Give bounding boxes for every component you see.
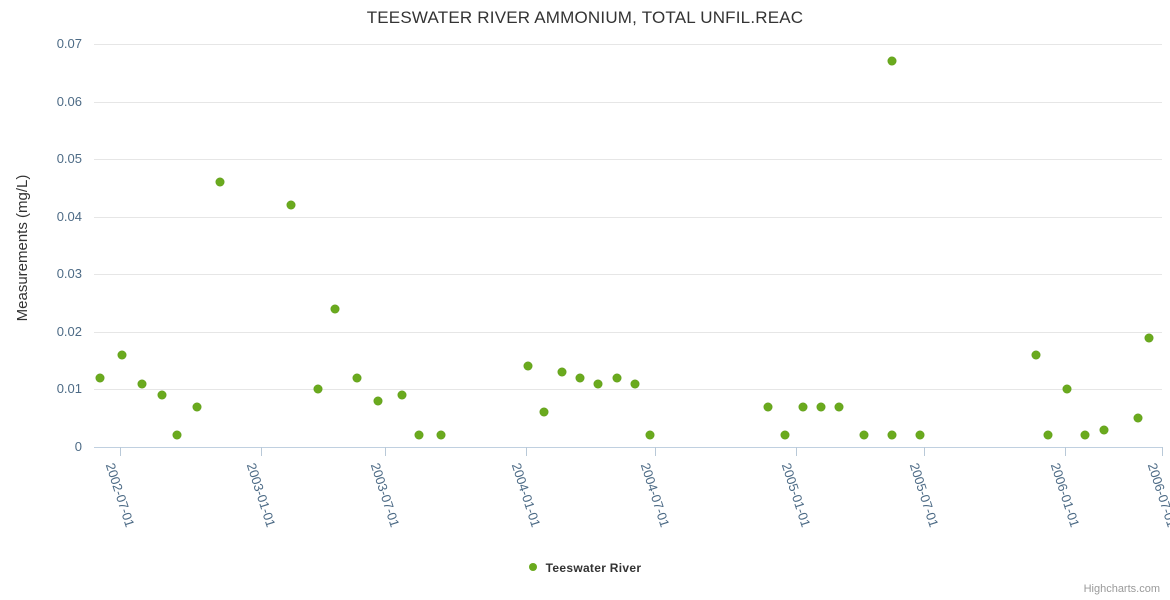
data-point[interactable] [437, 431, 446, 440]
gridline-horizontal [94, 274, 1162, 276]
data-point[interactable] [398, 391, 407, 400]
data-point[interactable] [1031, 350, 1040, 359]
data-point[interactable] [612, 373, 621, 382]
x-axis-tick-mark [119, 447, 121, 456]
data-point[interactable] [888, 431, 896, 440]
data-point[interactable] [1145, 333, 1154, 342]
data-point[interactable] [215, 178, 224, 187]
data-point[interactable] [157, 391, 166, 400]
data-point[interactable] [1133, 414, 1142, 423]
gridline-horizontal [94, 389, 1162, 391]
data-point[interactable] [117, 350, 126, 359]
data-point[interactable] [523, 362, 532, 371]
data-point[interactable] [888, 57, 896, 66]
gridline-horizontal [94, 159, 1162, 161]
data-point[interactable] [780, 431, 789, 440]
data-point[interactable] [575, 373, 584, 382]
gridline-horizontal [94, 216, 1162, 218]
y-axis-tick-label: 0.04 [56, 208, 82, 224]
x-axis-tick-mark [384, 447, 386, 456]
chart-credits[interactable]: Highcharts.com [1083, 583, 1160, 595]
x-axis-tick-label: 2004-01-01 [508, 461, 544, 529]
gridline-horizontal [94, 331, 1162, 333]
y-axis-tick-label: 0.01 [56, 381, 82, 397]
x-axis-tick-label: 2003-07-01 [367, 461, 403, 529]
plot-area [94, 44, 1162, 448]
y-axis-tick-label: 0.03 [56, 266, 82, 282]
data-point[interactable] [1100, 425, 1108, 434]
x-axis-tick-label: 2006-07-01 [1144, 461, 1170, 529]
x-axis-tick-mark [655, 447, 657, 456]
x-axis-tick-mark [526, 447, 527, 456]
x-axis-tick-label: 2006-01-01 [1047, 461, 1083, 529]
data-point[interactable] [763, 402, 772, 411]
x-axis-line [94, 447, 1162, 448]
data-point[interactable] [374, 396, 383, 405]
x-axis-tick-mark [924, 447, 926, 456]
data-point[interactable] [331, 304, 340, 313]
data-point[interactable] [834, 402, 843, 411]
x-axis-tick-label: 2005-01-01 [778, 461, 814, 529]
chart-title: TEESWATER RIVER AMMONIUM, TOTAL UNFIL.RE… [366, 8, 804, 27]
data-point[interactable] [798, 402, 807, 411]
data-point[interactable] [192, 402, 201, 411]
x-axis-tick-mark [1162, 447, 1163, 456]
data-point[interactable] [646, 431, 655, 440]
y-axis-tick-labels: 0.07 0.06 0.05 0.04 0.03 0.02 0.01 0 [20, 36, 82, 454]
x-axis-tick-mark [261, 447, 263, 456]
y-axis-tick-label: 0.07 [56, 36, 82, 51]
y-axis-tick-label: 0.02 [56, 323, 82, 339]
legend-marker-icon [528, 562, 537, 571]
x-axis-tick-label: 2004-07-01 [637, 461, 673, 529]
data-point[interactable] [816, 402, 825, 411]
chart-legend[interactable]: Teeswater River [0, 560, 1170, 575]
y-axis-tick-label: 0.05 [56, 151, 82, 167]
x-axis-tick-label: 2005-07-01 [906, 461, 942, 529]
data-point[interactable] [415, 431, 424, 440]
data-point[interactable] [557, 368, 566, 377]
data-point[interactable] [1080, 431, 1089, 440]
x-axis-tick-label: 2003-01-01 [243, 461, 279, 529]
y-axis-tick-label: 0.06 [56, 93, 82, 109]
data-point[interactable] [95, 373, 104, 382]
data-point[interactable] [539, 408, 548, 417]
data-point[interactable] [1044, 431, 1053, 440]
data-point[interactable] [137, 379, 146, 388]
data-point[interactable] [172, 431, 181, 440]
gridline-horizontal [94, 101, 1162, 103]
data-point[interactable] [286, 201, 295, 210]
data-point[interactable] [859, 431, 868, 440]
data-point[interactable] [313, 385, 322, 394]
x-axis-tick-mark [1065, 447, 1067, 456]
x-axis-tick-label: 2002-07-01 [102, 461, 138, 529]
x-axis-tick-mark [795, 447, 797, 456]
gridline-horizontal [94, 44, 1162, 45]
data-point[interactable] [915, 431, 924, 440]
y-axis-tick-label: 0 [74, 439, 82, 454]
data-point[interactable] [352, 373, 361, 382]
data-point[interactable] [630, 379, 639, 388]
data-point[interactable] [593, 379, 602, 388]
legend-item-label[interactable]: Teeswater River [545, 560, 642, 575]
data-point[interactable] [1062, 385, 1071, 394]
